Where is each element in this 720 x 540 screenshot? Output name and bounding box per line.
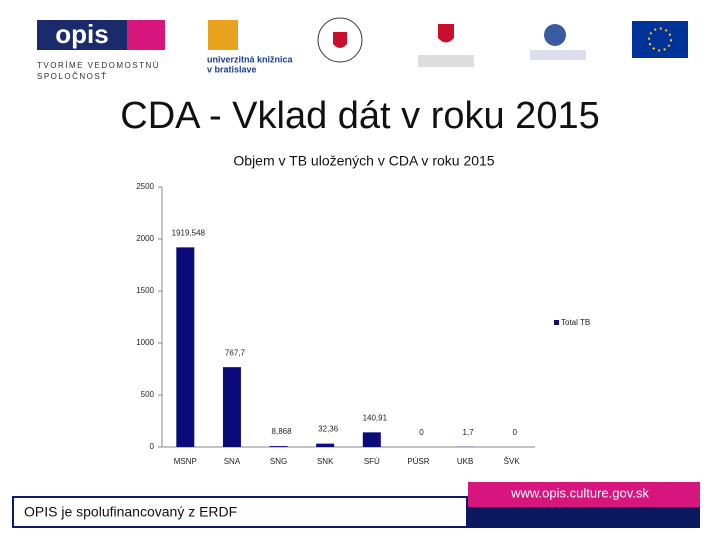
- data-label: 8,868: [272, 427, 293, 436]
- culture-label: [530, 50, 586, 60]
- coat-of-arms: [438, 24, 454, 43]
- opis-logo-box: [37, 20, 127, 50]
- x-tick-label: SNK: [317, 457, 334, 466]
- data-label: 767,7: [225, 348, 246, 357]
- library-name: v bratislave: [207, 64, 257, 74]
- url-box: [468, 482, 700, 507]
- coat-of-arms: [333, 32, 347, 48]
- footer-box: [14, 498, 466, 526]
- x-tick-label: UKB: [457, 457, 473, 466]
- url: www.opis.culture.gov.sk: [510, 485, 649, 500]
- slogan: SPOLOČNOSŤ: [37, 72, 108, 81]
- x-tick-label: SFÚ: [364, 457, 380, 466]
- slogan: TVORÍME VEDOMOSTNÚ: [37, 61, 160, 70]
- bar: [316, 443, 335, 447]
- data-label: 0: [419, 428, 424, 437]
- library-logo: [208, 20, 238, 50]
- data-label: 140,91: [363, 413, 388, 422]
- y-tick-label: 500: [141, 390, 155, 399]
- bar: [222, 367, 241, 447]
- x-tick-label: ŠVK: [504, 457, 521, 466]
- eu-flag: [632, 21, 688, 58]
- culture-logo: [544, 24, 566, 46]
- y-tick-label: 1000: [136, 338, 154, 347]
- legend-label: Total TB: [561, 318, 590, 327]
- data-label: 1,7: [463, 428, 475, 437]
- footer-text: OPIS je spolufinancovaný z ERDF: [24, 504, 237, 520]
- y-tick-label: 1500: [136, 286, 154, 295]
- ministry-label: [418, 55, 474, 67]
- data-label: 1919,548: [172, 228, 206, 237]
- slide-title: CDA - Vklad dát v roku 2015: [120, 95, 599, 137]
- x-tick-label: SNG: [270, 457, 287, 466]
- bar: [269, 446, 288, 447]
- opis-logo-pink: [127, 20, 165, 50]
- data-label: 32,36: [318, 425, 339, 434]
- data-label: 0: [512, 428, 517, 437]
- seal: [317, 17, 363, 63]
- legend-swatch: [554, 320, 559, 325]
- y-tick-label: 0: [150, 442, 155, 451]
- eu-stars: [648, 27, 672, 52]
- x-tick-label: PÚSR: [407, 457, 429, 466]
- bar: [362, 432, 381, 447]
- x-tick-label: MSNP: [174, 457, 197, 466]
- opis-logo: opis: [55, 19, 108, 49]
- y-tick-label: 2500: [136, 182, 154, 191]
- library-name: univerzitná knižnica: [207, 54, 294, 64]
- y-tick-label: 2000: [136, 234, 154, 243]
- x-tick-label: SNA: [224, 457, 241, 466]
- bar: [176, 247, 195, 447]
- chart-title: Objem v TB uložených v CDA v roku 2015: [233, 153, 494, 169]
